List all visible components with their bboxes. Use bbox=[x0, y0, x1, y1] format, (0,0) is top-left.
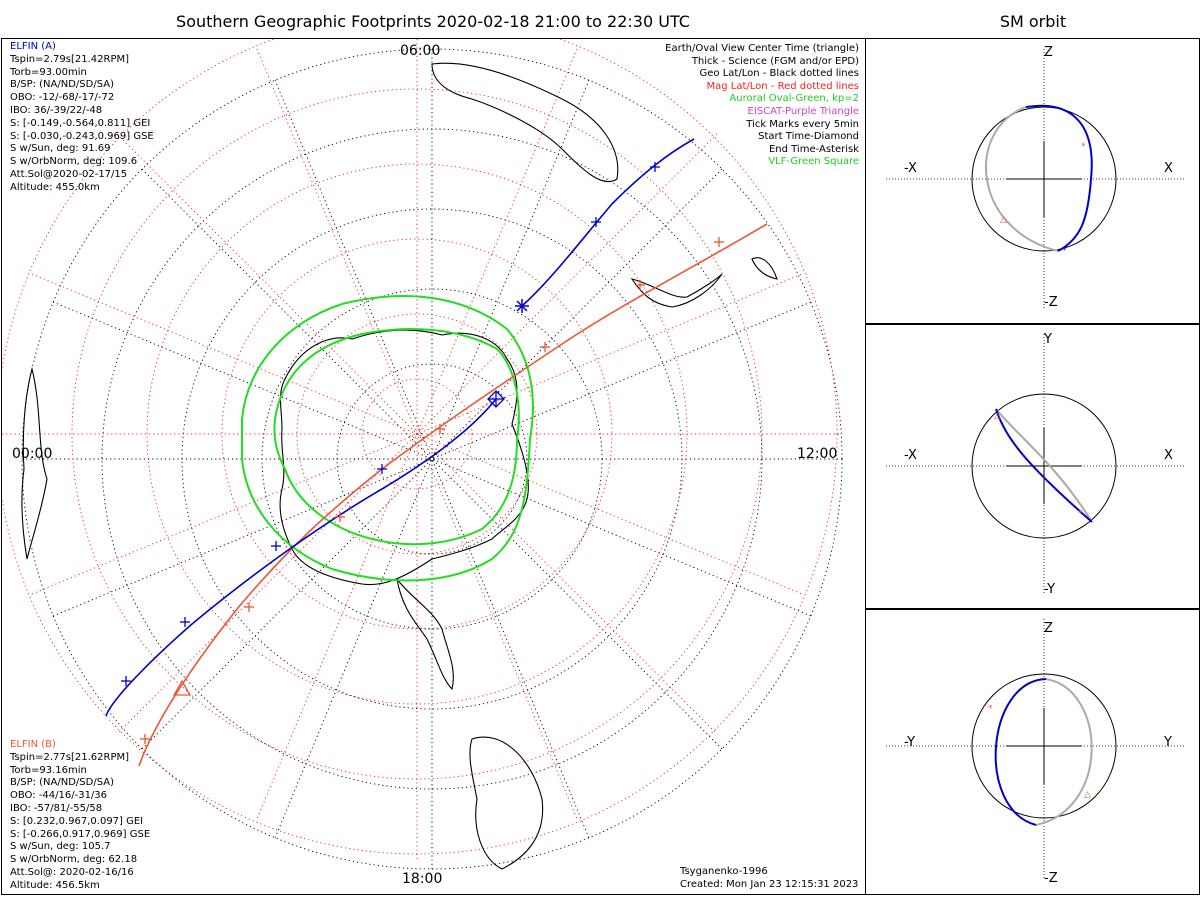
elfin-a-tick bbox=[180, 617, 190, 627]
elfin-b-line: IBO: -57/81/-55/58 bbox=[10, 802, 103, 814]
elfin-b-info: ELFIN (B) Tspin=2.77s[21.62RPM] Torb=93.1… bbox=[10, 739, 150, 893]
elfin-a-line: S w/Sun, deg: 91.69 bbox=[10, 143, 111, 155]
sm-xz-left: -X bbox=[904, 161, 917, 176]
elfin-a-line: Torb=93.00min bbox=[10, 66, 87, 78]
elfin-a-parameters: Tspin=2.79s[21.42RPM] Torb=93.00min B/SP: … bbox=[10, 54, 154, 195]
elfin-b-tick-marks bbox=[140, 237, 724, 744]
elfin-b-line: S w/OrbNorm, deg: 62.18 bbox=[10, 854, 138, 866]
legend-item: Mag Lat/Lon - Red dotted lines bbox=[706, 80, 859, 92]
sm-xy-right: X bbox=[1164, 448, 1173, 463]
footer: Tsyganenko-1996 Created: Mon Jan 23 12:1… bbox=[680, 865, 858, 891]
elfin-a-line: S: [-0.149,-0.564,0.811] GEI bbox=[10, 117, 151, 129]
elfin-a-tick bbox=[650, 162, 660, 172]
elfin-b-line: B/SP: (NA/ND/SD/SA) bbox=[10, 777, 114, 789]
legend-item: VLF-Green Square bbox=[768, 156, 859, 168]
page-title: Southern Geographic Footprints 2020-02-1… bbox=[176, 12, 690, 31]
sm-xz-down: -Z bbox=[1044, 295, 1058, 310]
elfin-a-line: OBO: -12/-68/-17/-72 bbox=[10, 92, 115, 104]
elfin-a-line: S w/OrbNorm, deg: 109.6 bbox=[10, 156, 138, 168]
sm-yz-right: Y bbox=[1164, 735, 1172, 750]
elfin-a-name: ELFIN (A) bbox=[10, 41, 56, 52]
elfin-b-tick bbox=[140, 734, 150, 744]
sm-plot-yz: * △ bbox=[886, 619, 1186, 879]
elfin-a-tick bbox=[377, 464, 387, 474]
svg-text:*: * bbox=[1081, 142, 1086, 152]
sm-yz-left: -Y bbox=[904, 735, 916, 750]
legend-item: Earth/Oval View Center Time (triangle) bbox=[665, 43, 859, 54]
elfin-a-track bbox=[105, 138, 695, 717]
elfin-a-tick bbox=[121, 676, 131, 686]
coastlines bbox=[21, 62, 778, 870]
elfin-b-line: Altitude: 456.5km bbox=[10, 879, 100, 891]
elfin-b-line: OBO: -44/16/-31/36 bbox=[10, 790, 108, 802]
auroral-oval bbox=[241, 295, 534, 582]
elfin-a-line: Altitude: 455.0km bbox=[10, 181, 100, 193]
model-label: Tsyganenko-1996 bbox=[680, 866, 768, 877]
sm-yz-up: Z bbox=[1044, 621, 1053, 636]
sm-xz-right: X bbox=[1164, 161, 1173, 176]
mlt-label-top: 06:00 bbox=[400, 43, 441, 59]
svg-text:△: △ bbox=[994, 411, 1001, 421]
footprint-map bbox=[2, 39, 843, 870]
svg-text:*: * bbox=[988, 704, 993, 714]
legend-item: Tick Marks every 5min bbox=[746, 118, 859, 130]
legend-item: Thick - Science (FGM and/or EPD) bbox=[691, 55, 859, 67]
svg-text:△: △ bbox=[1084, 790, 1091, 800]
sm-plot-xy: △ * bbox=[886, 334, 1186, 594]
sm-panel-xz: △ * * Z -Z -X X bbox=[865, 38, 1200, 325]
elfin-a-info: ELFIN (A) Tspin=2.79s[21.42RPM] Torb=93.0… bbox=[10, 41, 154, 195]
created-label: Created: Mon Jan 23 12:15:31 2023 bbox=[680, 879, 859, 890]
elfin-b-tick bbox=[244, 602, 254, 612]
elfin-a-tick-marks bbox=[121, 162, 660, 686]
legend-item: Start Time-Diamond bbox=[758, 131, 859, 143]
sm-xz-up: Z bbox=[1044, 45, 1053, 60]
elfin-b-line: Torb=93.16min bbox=[10, 764, 87, 776]
elfin-a-line: Tspin=2.79s[21.42RPM] bbox=[10, 53, 130, 65]
sm-xy-left: -X bbox=[904, 448, 917, 463]
elfin-a-line: B/SP: (NA/ND/SD/SA) bbox=[10, 79, 114, 91]
legend: Earth/Oval View Center Time (triangle) Th… bbox=[665, 43, 859, 169]
elfin-b-line: S w/Sun, deg: 105.7 bbox=[10, 841, 111, 853]
geo-latlon-grid bbox=[21, 48, 843, 870]
svg-text:*: * bbox=[1078, 509, 1083, 519]
elfin-b-parameters: Tspin=2.77s[21.62RPM] Torb=93.16min B/SP: … bbox=[10, 752, 150, 893]
elfin-a-line: Att.Sol@2020-02-17/15 bbox=[10, 168, 128, 180]
elfin-b-name: ELFIN (B) bbox=[10, 739, 56, 750]
sm-orbit-title: SM orbit bbox=[999, 12, 1067, 31]
mlt-label-right: 12:00 bbox=[797, 446, 838, 462]
sm-xy-down: -Y bbox=[1044, 582, 1056, 597]
svg-text:*: * bbox=[1062, 246, 1067, 256]
sm-yz-down: -Z bbox=[1044, 871, 1058, 886]
elfin-a-end-asterisk bbox=[515, 299, 529, 313]
mag-latlon-grid bbox=[2, 39, 842, 859]
elfin-b-tick bbox=[714, 237, 724, 247]
sm-panel-yz: * △ Z -Z -Y Y bbox=[865, 608, 1200, 895]
legend-item: End Time-Asterisk bbox=[768, 143, 859, 155]
legend-item: EISCAT-Purple Triangle bbox=[747, 105, 860, 117]
legend-item: Geo Lat/Lon - Black dotted lines bbox=[699, 68, 859, 80]
elfin-b-line: Att.Sol@: 2020-02-16/16 bbox=[10, 866, 134, 878]
elfin-a-tick bbox=[591, 217, 601, 227]
elfin-a-line: IBO: 36/-39/22/-48 bbox=[10, 104, 103, 116]
elfin-b-line: S: [0.232,0.967,0.097] GEI bbox=[10, 815, 144, 827]
elfin-b-tick bbox=[435, 424, 445, 434]
elfin-b-line: Tspin=2.77s[21.62RPM] bbox=[10, 751, 130, 763]
mlt-label-left: 00:00 bbox=[12, 446, 53, 462]
footprint-map-panel: 06:00 00:00 12:00 18:00 ELFIN (A) Tspin=… bbox=[1, 38, 866, 895]
elfin-b-tick bbox=[540, 342, 550, 352]
elfin-a-tick bbox=[271, 541, 281, 551]
elfin-b-tick bbox=[335, 512, 345, 522]
elfin-b-line: S: [-0.266,0.917,0.969] GSE bbox=[10, 828, 151, 840]
sm-panel-xy: △ * Y -Y -X X bbox=[865, 323, 1200, 610]
legend-item: Auroral Oval-Green, kp=2 bbox=[729, 93, 859, 105]
view-center-triangle bbox=[172, 679, 192, 696]
elfin-a-start-diamond bbox=[487, 390, 505, 408]
elfin-a-line: S: [-0.030,-0.243,0.969] GSE bbox=[10, 130, 154, 142]
sm-plot-xz: △ * * bbox=[886, 49, 1186, 309]
elfin-b-tick bbox=[635, 280, 645, 290]
svg-text:△: △ bbox=[1000, 215, 1007, 225]
mlt-label-bottom: 18:00 bbox=[402, 871, 443, 887]
sm-xy-up: Y bbox=[1044, 332, 1052, 347]
